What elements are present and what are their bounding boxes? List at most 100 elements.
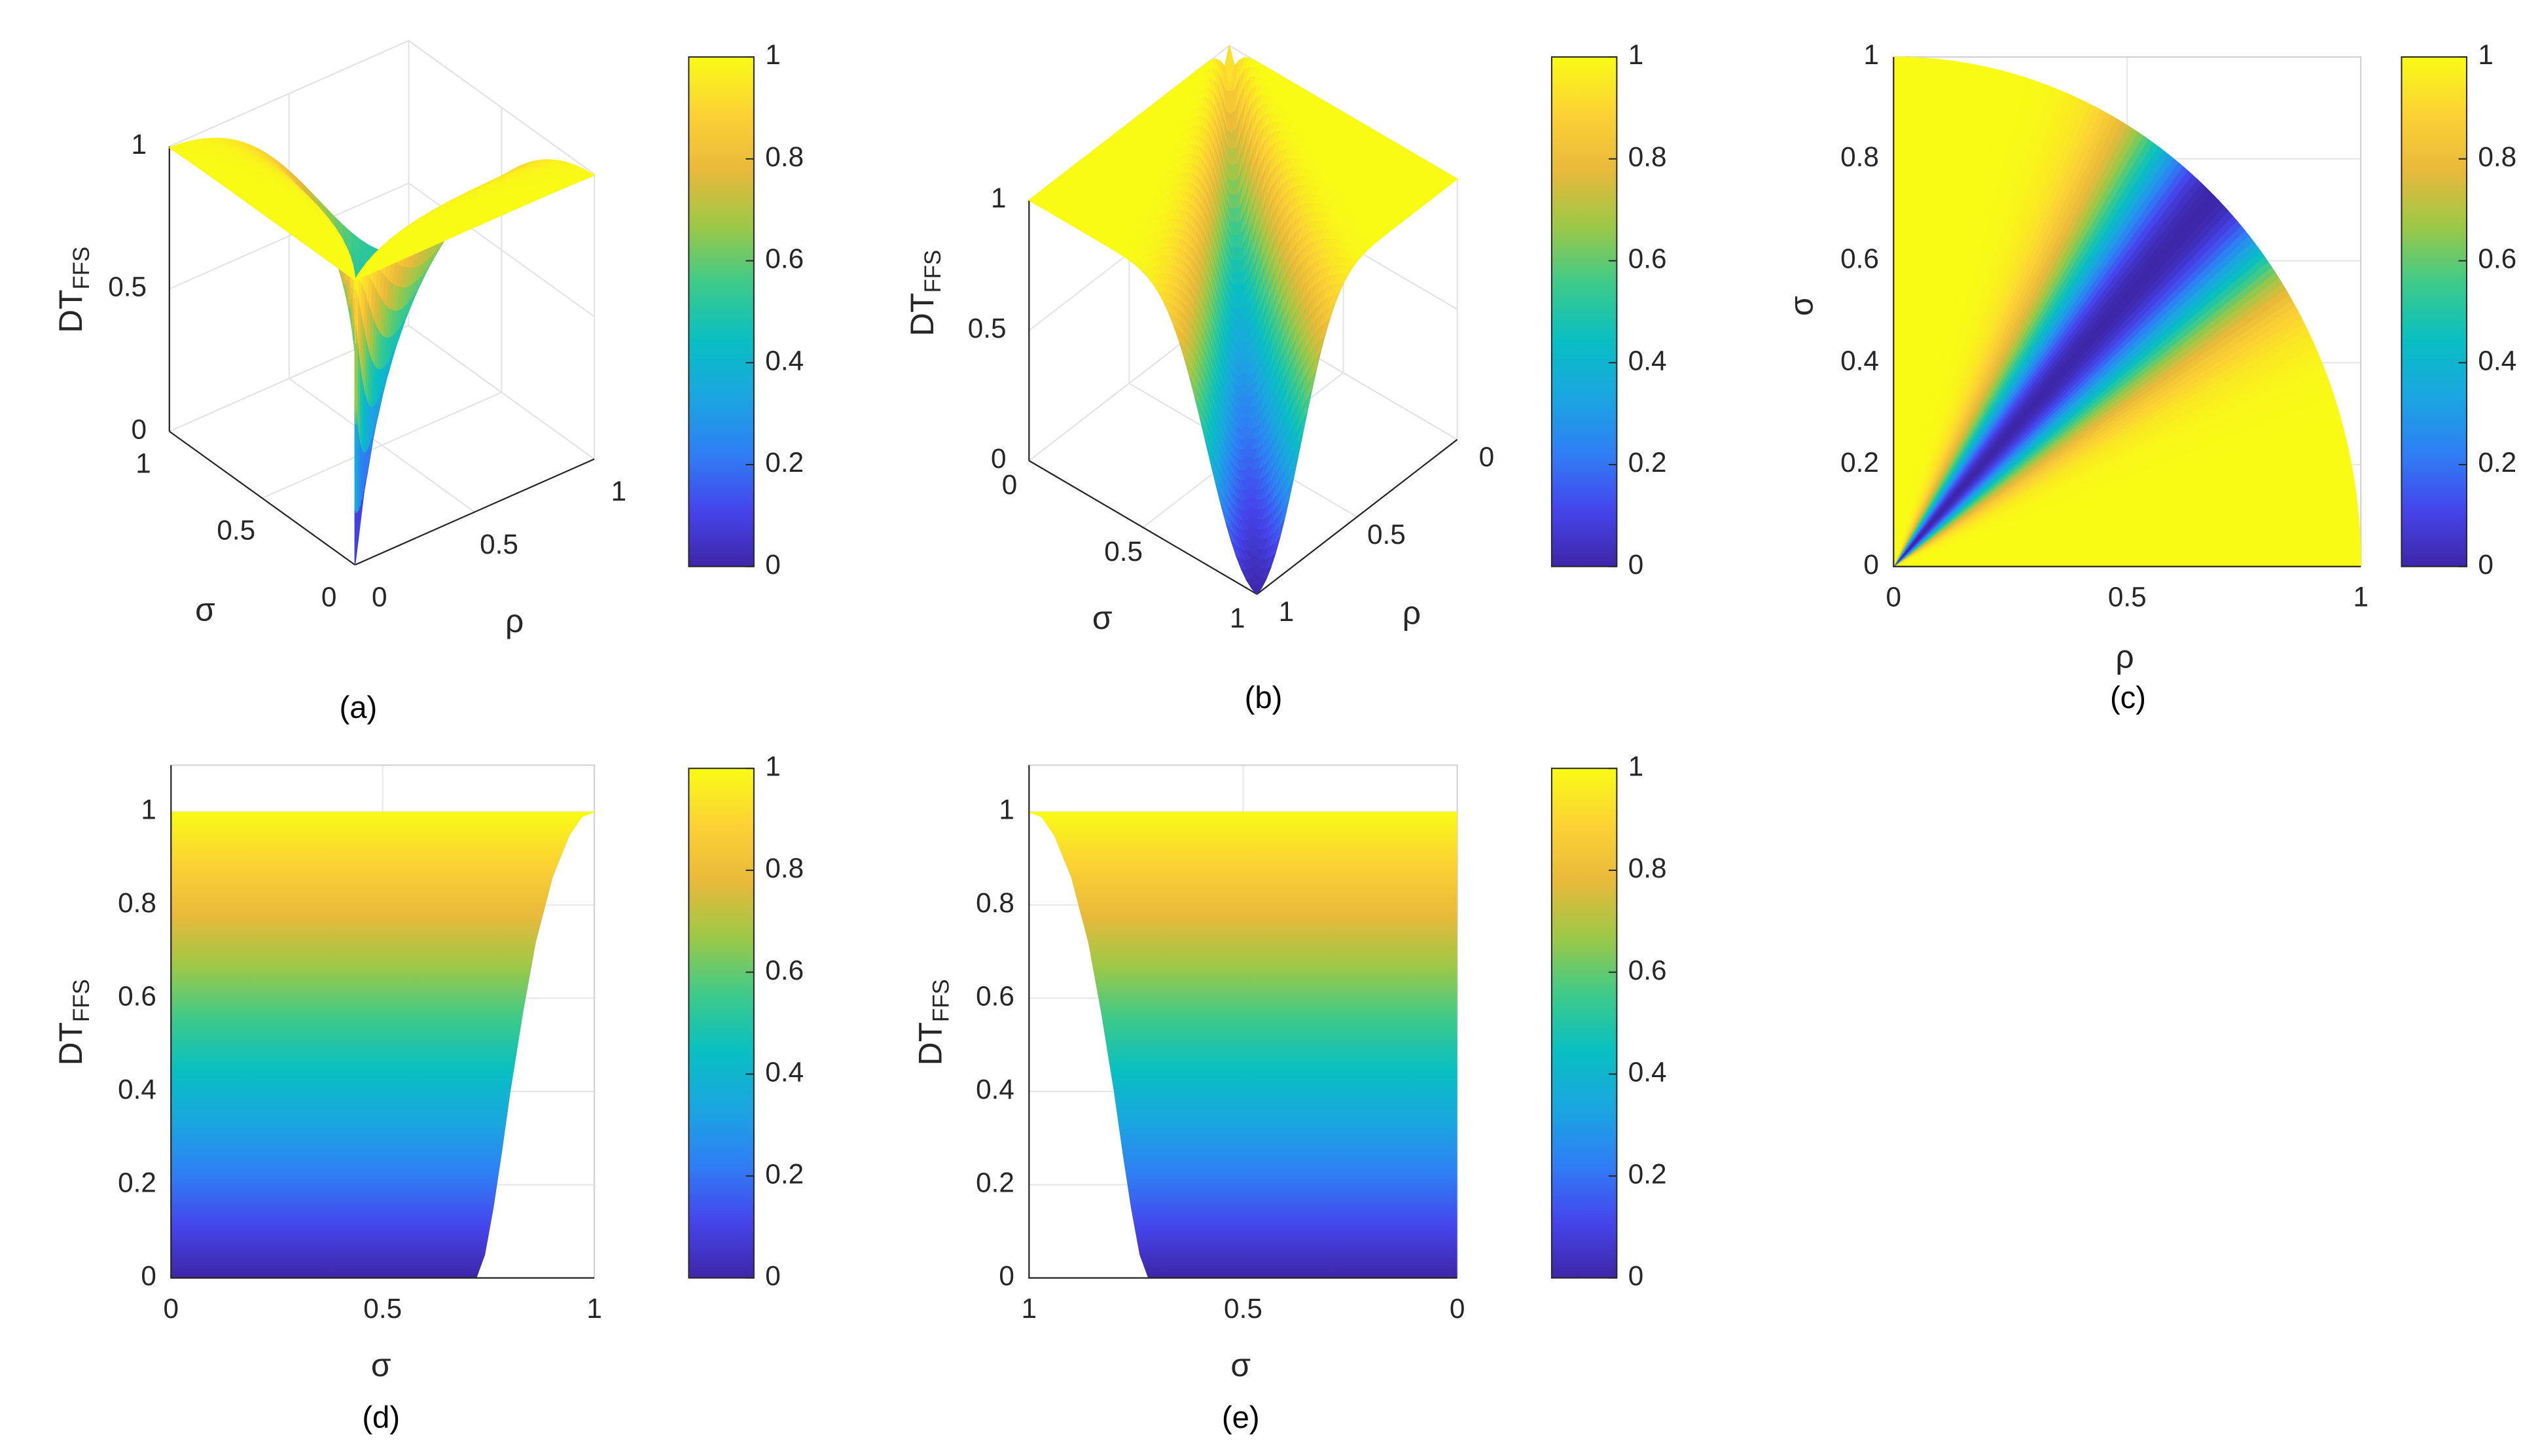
colorbar-tick-label: 0.8	[1628, 853, 1667, 883]
surface-patch	[1251, 584, 1262, 595]
colorbar-tick-label: 0.6	[2478, 243, 2516, 274]
colorbar-tick-label: 0.4	[2478, 345, 2516, 376]
colorbar-tick-label: 0.6	[1628, 955, 1667, 985]
colorbar-tick-label: 0.8	[765, 141, 804, 172]
axis-line	[354, 458, 595, 566]
axis-label-subscript: FFS	[69, 247, 94, 290]
y-tick-label: 0.4	[976, 1074, 1014, 1105]
area-fill	[1029, 811, 1458, 1278]
sigma-tick-label: 1	[1230, 603, 1245, 633]
colorbar-tick-label: 0	[2478, 549, 2494, 580]
colorbar-tick-label: 0.4	[1628, 345, 1667, 376]
x-tick-label: 0	[1450, 1293, 1465, 1324]
axes-frame	[1893, 56, 2362, 567]
surface-patch	[354, 508, 357, 565]
y-tick-label: 1	[1863, 39, 1879, 70]
axes-frame	[171, 764, 596, 1278]
rho-tick-label: 0	[1479, 442, 1495, 472]
sigma-tick-label: 1	[135, 448, 151, 479]
y-tick-label: 0.4	[1840, 345, 1879, 376]
z-tick-label: 0.5	[968, 313, 1007, 344]
axis-line	[169, 431, 356, 566]
y-tick-label: 0.6	[976, 981, 1014, 1012]
axis-label: DTFFS	[52, 247, 94, 333]
area-boundary	[1028, 811, 1150, 1279]
colorbar-tick-label: 0.2	[765, 1158, 804, 1189]
z-tick-label: 0.5	[108, 272, 147, 302]
axis-label-subscript: FFS	[69, 979, 94, 1022]
colorbar	[2401, 56, 2467, 567]
axis-line	[1256, 438, 1458, 595]
colorbar	[1550, 768, 1618, 1279]
axis-label: σ	[371, 1347, 391, 1383]
colorbar-tick-label: 1	[765, 39, 781, 70]
colorbar-tick-label: 0.2	[765, 447, 804, 478]
colorbar	[1550, 56, 1618, 567]
colorbar-tick-label: 0.2	[1628, 1158, 1667, 1189]
x-tick-label: 0.5	[363, 1293, 402, 1324]
axis-line	[170, 765, 595, 1279]
axis-label: ρ	[505, 603, 524, 639]
axis-label: ρ	[1403, 594, 1421, 631]
panel-caption: (d)	[362, 1400, 400, 1435]
rho-tick-label: 0.5	[480, 529, 518, 559]
colorbar	[688, 56, 755, 567]
axis-label-subscript: FFS	[929, 979, 954, 1022]
y-tick-label: 0.8	[1840, 141, 1879, 172]
colorbar-tick-label: 0	[1628, 549, 1644, 580]
y-tick-label: 0.4	[118, 1074, 156, 1105]
colorbar-tick-label: 0.8	[765, 853, 804, 883]
rho-tick-label: 1	[611, 476, 627, 506]
y-tick-label: 0	[1863, 549, 1879, 580]
y-tick-label: 0.2	[118, 1167, 156, 1198]
z-tick-label: 0	[991, 443, 1007, 474]
y-tick-label: 0	[141, 1260, 156, 1291]
colorbar-tick-label: 0.8	[1628, 141, 1667, 172]
axis-label: DTFFS	[912, 979, 954, 1065]
axis-line	[1893, 57, 2361, 567]
grid-line	[355, 174, 596, 566]
axis-label: σ	[195, 592, 215, 628]
z-tick-label: 1	[131, 129, 147, 160]
axis-label-subscript: FFS	[920, 250, 946, 293]
colorbar-tick-label: 0.6	[1628, 243, 1667, 274]
panel-caption: (b)	[1245, 681, 1283, 715]
y-tick-label: 0.8	[976, 887, 1014, 918]
colorbar-tick-label: 0.8	[2478, 141, 2516, 172]
z-tick-label: 0	[131, 414, 147, 444]
y-tick-label: 0.2	[976, 1167, 1014, 1198]
sigma-tick-label: 0.5	[1104, 536, 1143, 567]
y-tick-label: 0.2	[1840, 447, 1879, 478]
area-boundary	[474, 811, 595, 1279]
colorbar-tick-label: 1	[1628, 39, 1644, 70]
colorbar-tick-label: 1	[1628, 751, 1644, 781]
y-tick-label: 1	[999, 794, 1014, 825]
area-fill	[171, 811, 595, 1278]
axis-label-main: DT	[52, 1022, 89, 1065]
colorbar-tick-label: 0	[765, 1260, 781, 1291]
x-tick-label: 1	[586, 1293, 602, 1324]
axis-label-main: DT	[904, 293, 940, 336]
x-tick-label: 1	[2353, 582, 2369, 613]
axis-label: σ	[1092, 599, 1113, 636]
axis-label: DTFFS	[52, 979, 94, 1065]
z-tick-label: 1	[991, 183, 1007, 213]
x-tick-label: 0	[164, 1293, 179, 1324]
panel-caption: (a)	[340, 690, 378, 725]
colorbar-tick-label: 0.2	[2478, 447, 2516, 478]
colorbar-tick-label: 0.4	[765, 345, 804, 376]
y-tick-label: 0	[999, 1260, 1014, 1291]
x-tick-label: 0	[1886, 582, 1902, 613]
axis-label: σ	[1783, 296, 1820, 316]
sigma-tick-label: 0.5	[217, 515, 255, 546]
x-tick-label: 1	[1022, 1293, 1037, 1324]
colorbar-tick-label: 1	[765, 751, 781, 781]
colorbar-tick-label: 0.6	[765, 243, 804, 274]
x-tick-label: 0.5	[1224, 1293, 1262, 1324]
axis-line	[1028, 460, 1258, 595]
axis-line	[1028, 765, 1458, 1279]
colorbar-tick-label: 0.2	[1628, 447, 1667, 478]
y-tick-label: 0.6	[1840, 243, 1879, 274]
